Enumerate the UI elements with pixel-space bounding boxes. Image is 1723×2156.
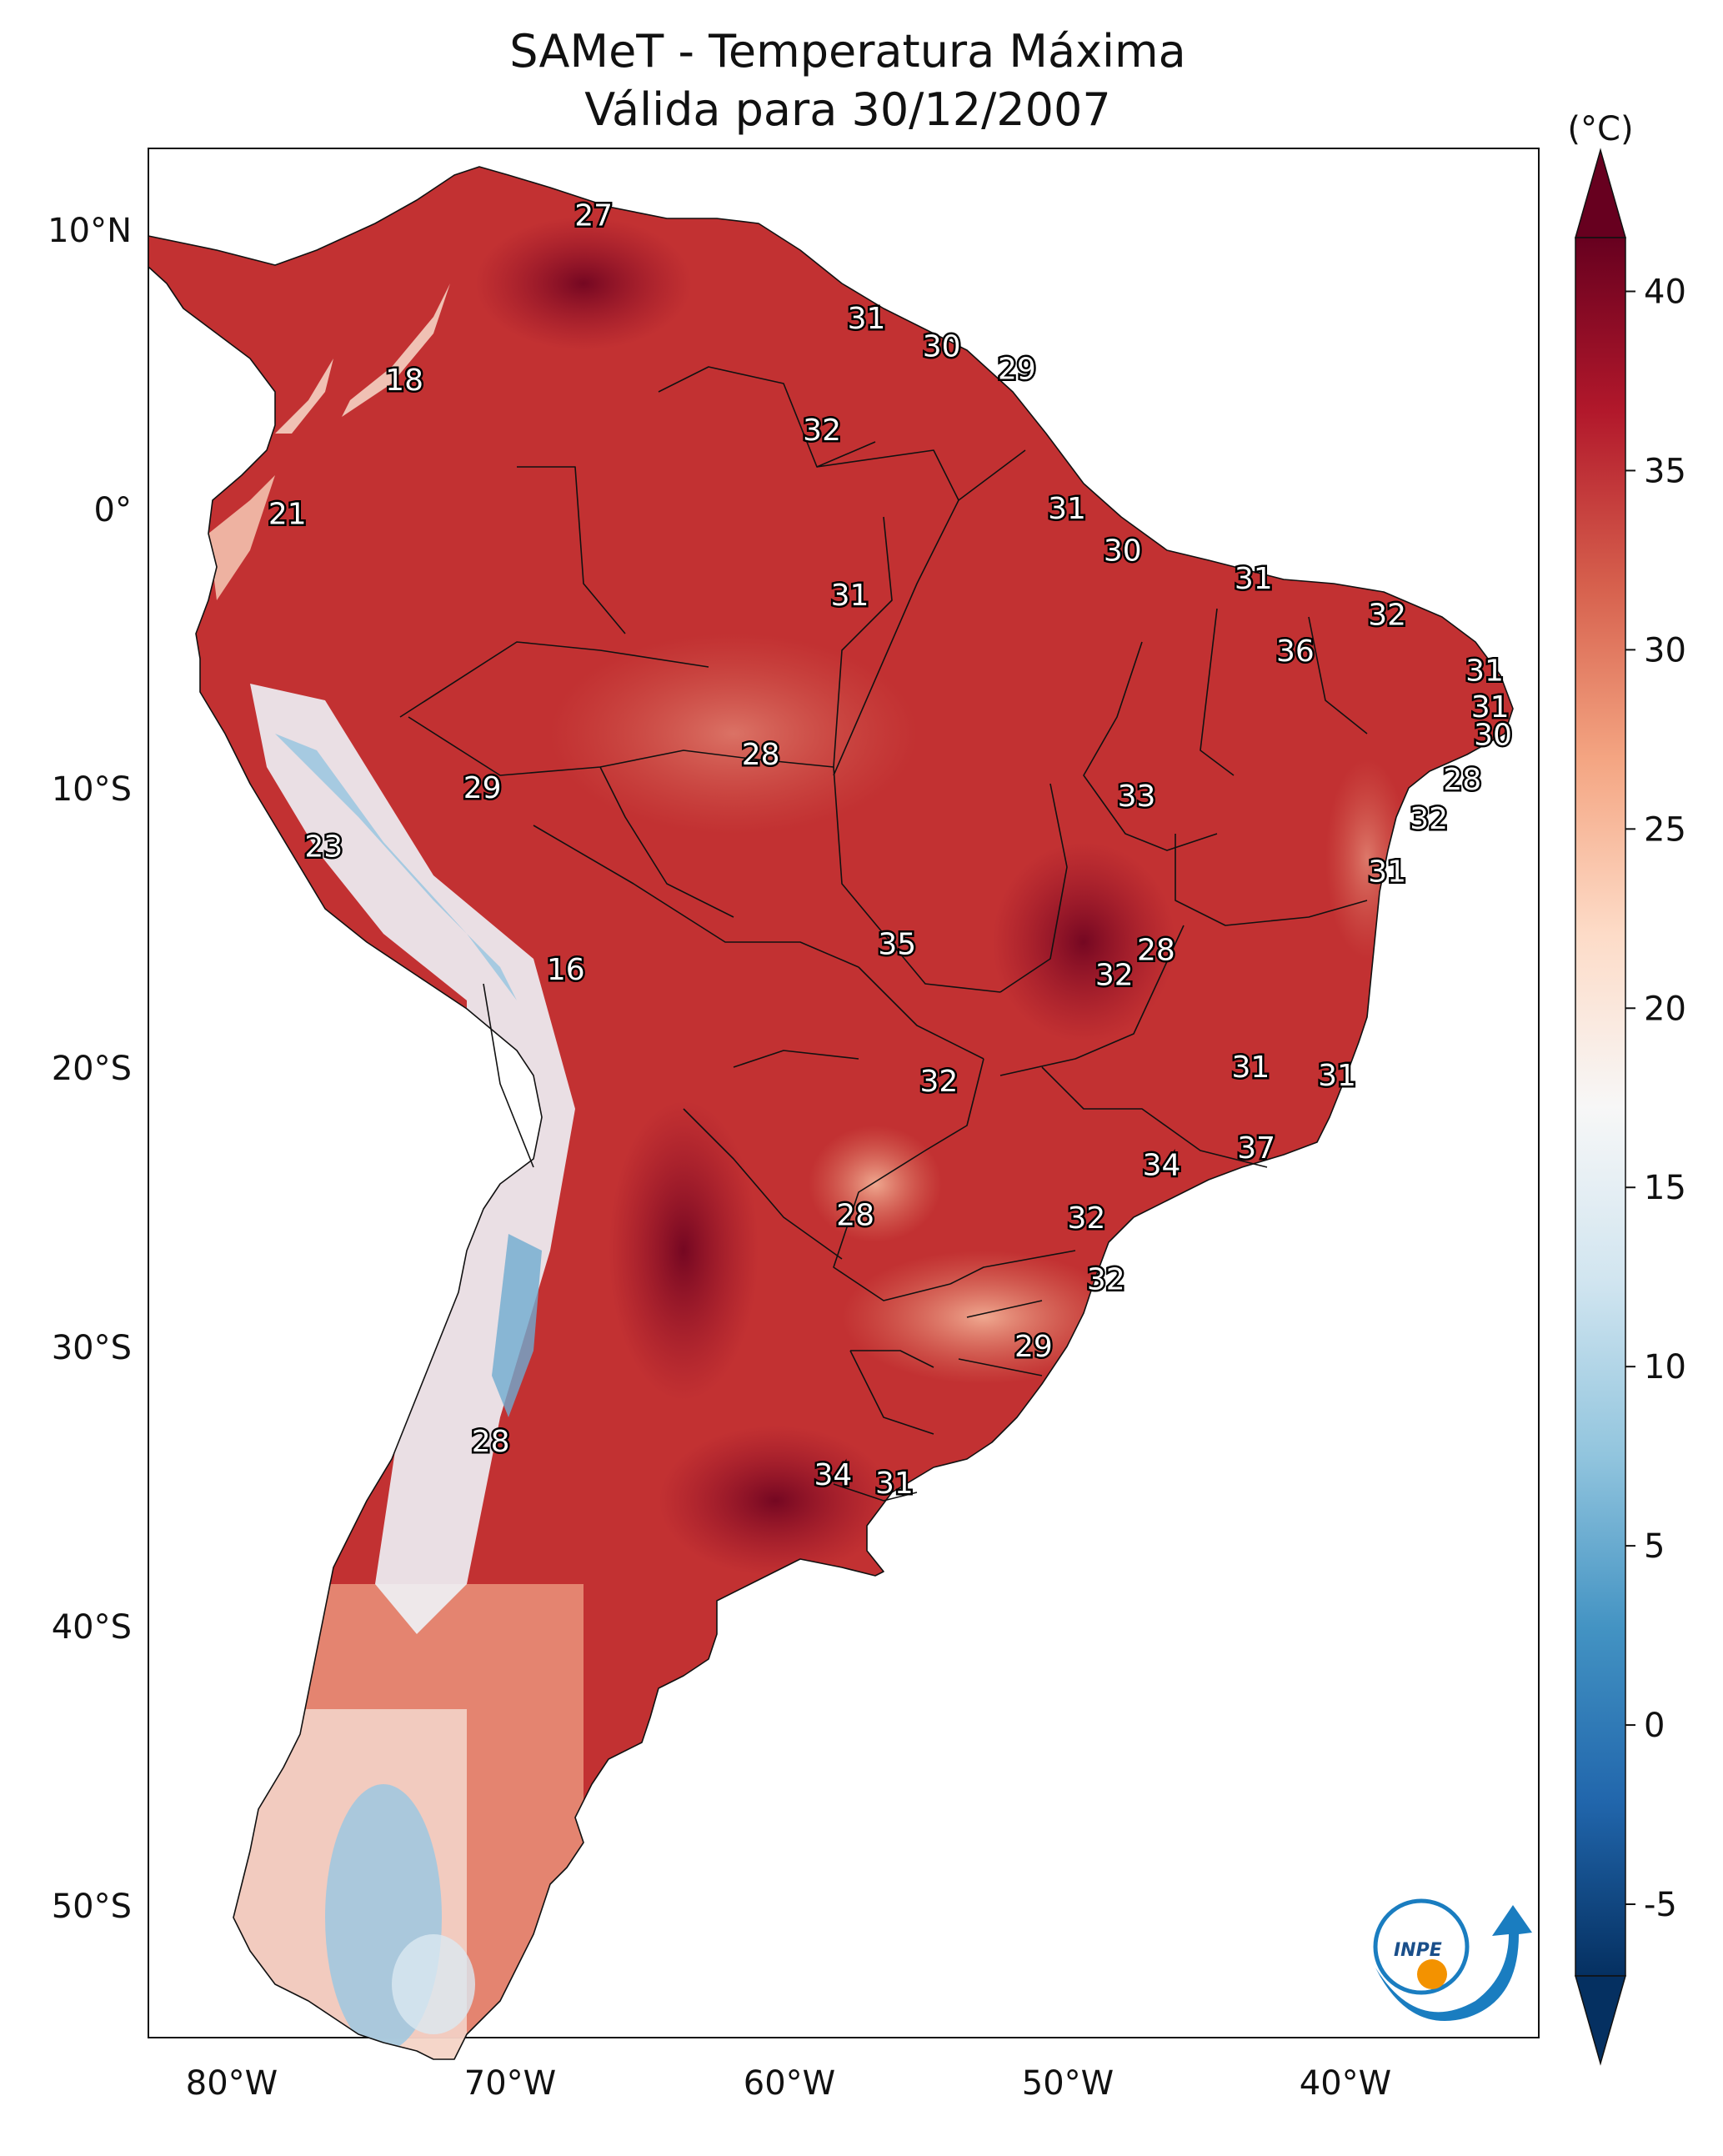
station-value-label: 28: [1137, 933, 1175, 967]
colorbar-body: [1575, 237, 1626, 1977]
station-value-label: 30: [923, 330, 961, 364]
station-value-label: 16: [547, 953, 585, 987]
longitude-axis: 80°W 70°W 60°W 50°W 40°W: [186, 2064, 1391, 2103]
lat-label-30S: 30°S: [52, 1329, 132, 1367]
station-value-label: 35: [878, 928, 916, 962]
lat-label-0: 0°: [94, 491, 132, 529]
station-value-label: 31: [1232, 1050, 1270, 1085]
lon-label-50W: 50°W: [1022, 2064, 1114, 2103]
station-value-label: 32: [1067, 1201, 1105, 1236]
station-value-label: 32: [1087, 1263, 1125, 1297]
lat-label-50S: 50°S: [52, 1888, 132, 1926]
colorbar-unit: (°C): [1567, 110, 1633, 148]
lat-label-10N: 10°N: [48, 212, 132, 250]
lon-label-70W: 70°W: [464, 2064, 556, 2103]
station-value-label: 31: [1368, 855, 1406, 890]
station-value-label: 31: [831, 579, 869, 613]
logo-swoosh: [1375, 1905, 1532, 2021]
colorbar-tick-label: 40: [1644, 273, 1686, 311]
colorbar-tick-label: 35: [1644, 452, 1686, 490]
station-value-label: 31: [1471, 690, 1510, 725]
station-value-label: 31: [1318, 1059, 1356, 1093]
lon-label-80W: 80°W: [186, 2064, 278, 2103]
station-value-label: 32: [803, 414, 841, 448]
station-value-label: 32: [1095, 958, 1134, 992]
colorbar-tick-label: -5: [1644, 1886, 1677, 1924]
station-value-label: 28: [742, 738, 780, 772]
station-value-label: 30: [1104, 534, 1142, 568]
station-value-label: 27: [574, 198, 613, 233]
colorbar-tick-label: 15: [1644, 1169, 1686, 1207]
title-line-2: Válida para 30/12/2007: [584, 83, 1110, 136]
colorbar-tick-label: 0: [1644, 1707, 1665, 1745]
station-value-label: 32: [1410, 802, 1448, 836]
colorbar-tick-label: 10: [1644, 1348, 1686, 1386]
station-value-label: 31: [1235, 562, 1273, 596]
station-value-label: 32: [919, 1065, 958, 1099]
logo-ring: [1373, 1898, 1470, 1995]
station-value-label: 28: [472, 1425, 510, 1459]
station-value-label: 29: [1014, 1330, 1053, 1364]
station-value-label: 31: [1465, 654, 1504, 688]
station-value-label: 18: [385, 364, 423, 398]
inpe-logo: INPE: [1373, 1898, 1532, 2021]
station-value-label: 31: [1048, 492, 1086, 526]
colorbar-tick-label: 20: [1644, 990, 1686, 1028]
colorbar-top-arrow: [1575, 148, 1626, 238]
station-value-label: 28: [836, 1199, 874, 1233]
station-value-label: 36: [1276, 634, 1315, 669]
title-line-1: SAMeT - Temperatura Máxima: [509, 25, 1185, 78]
lat-label-20S: 20°S: [52, 1050, 132, 1088]
colorbar-bottom-arrow: [1575, 1975, 1626, 2066]
logo-text: INPE: [1394, 1940, 1442, 1961]
station-value-label: 34: [1143, 1148, 1181, 1182]
lon-label-40W: 40°W: [1300, 2064, 1391, 2103]
latitude-axis: 10°N 0° 10°S 20°S 30°S 40°S 50°S: [48, 212, 132, 1926]
station-value-label: 37: [1237, 1131, 1275, 1166]
station-value-label: 33: [1118, 780, 1156, 814]
lat-label-40S: 40°S: [52, 1608, 132, 1647]
colorbar-tick-label: 25: [1644, 810, 1686, 849]
colorbar-tick-label: 30: [1644, 631, 1686, 669]
station-value-label: 21: [268, 498, 307, 532]
station-value-label: 30: [1474, 718, 1512, 752]
station-value-label: 29: [998, 353, 1036, 387]
station-value-label: 32: [1368, 598, 1406, 632]
colorbar-ticks: 40 35 30 25 20 15 10 5 0 -5: [1625, 273, 1686, 1924]
station-value-label: 31: [848, 302, 886, 336]
station-value-label: 31: [875, 1467, 914, 1501]
colorbar: (°C) 40 35 30 25 20 15 10 5 0 -5: [1567, 110, 1686, 2066]
logo-sun: [1417, 1959, 1447, 1989]
station-value-label: 23: [304, 830, 343, 864]
station-value-label: 29: [463, 771, 502, 805]
political-borders: [399, 366, 1368, 1502]
lat-label-10S: 10°S: [52, 770, 132, 809]
station-value-label: 34: [814, 1458, 853, 1492]
colorbar-tick-label: 5: [1644, 1527, 1665, 1566]
lon-label-60W: 60°W: [744, 2064, 835, 2103]
station-value-label: 28: [1443, 763, 1481, 797]
